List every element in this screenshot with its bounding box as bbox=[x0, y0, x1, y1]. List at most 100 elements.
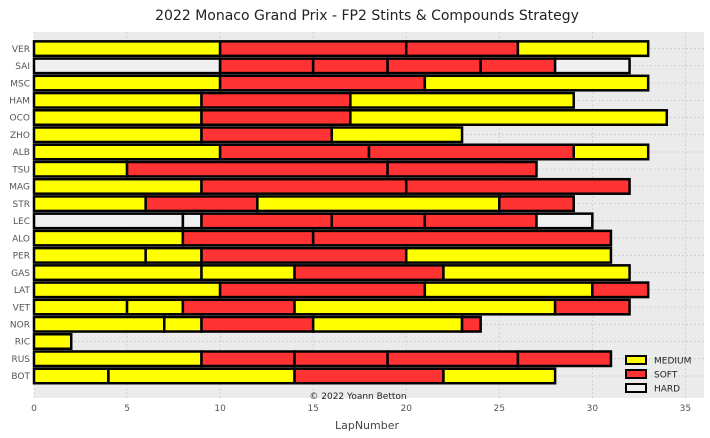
stint-bar bbox=[125, 160, 389, 178]
stint-bar bbox=[535, 212, 594, 230]
stint-bar bbox=[32, 40, 222, 58]
driver-row-lec bbox=[32, 212, 594, 230]
stint-bar bbox=[181, 229, 315, 247]
stint-bar bbox=[479, 57, 557, 75]
y-tick-label: NOR bbox=[10, 320, 30, 330]
y-tick-label: BOT bbox=[11, 372, 30, 382]
stint-bar bbox=[32, 91, 203, 109]
legend-item-medium: MEDIUM bbox=[625, 355, 691, 367]
stint-bar bbox=[386, 160, 538, 178]
plot-area: VER SAI MSC HAM OCO ZHO ALB TSU MAG STR LEC ALO PER G… bbox=[9, 32, 704, 414]
driver-row-ric bbox=[32, 333, 73, 351]
y-tick-label: LEC bbox=[13, 217, 30, 227]
legend: MEDIUM SOFT HARD bbox=[625, 355, 691, 395]
stint-bar bbox=[32, 195, 147, 213]
driver-row-alo bbox=[32, 229, 613, 247]
stint-bar bbox=[218, 281, 427, 299]
stint-bar bbox=[572, 143, 650, 161]
stint-bar bbox=[144, 195, 259, 213]
stint-bar bbox=[32, 264, 203, 282]
y-tick-label: MSC bbox=[10, 79, 30, 89]
driver-row-nor bbox=[32, 315, 482, 333]
stint-bar bbox=[125, 298, 185, 316]
driver-row-oco bbox=[32, 109, 669, 127]
stint-bar bbox=[32, 350, 203, 368]
stint-bar bbox=[200, 91, 352, 109]
y-tick-label: ALB bbox=[13, 148, 30, 158]
stint-bar bbox=[293, 298, 557, 316]
driver-row-mag bbox=[32, 177, 631, 195]
stint-bar bbox=[181, 212, 203, 230]
x-tick-label: 15 bbox=[307, 404, 318, 414]
x-tick-label: 10 bbox=[214, 404, 226, 414]
x-tick-label: 5 bbox=[124, 404, 130, 414]
stint-bar bbox=[498, 195, 575, 213]
stint-bar bbox=[311, 229, 613, 247]
driver-row-alb bbox=[32, 143, 650, 161]
stint-bar bbox=[553, 57, 631, 75]
y-tick-label: ALO bbox=[12, 234, 30, 244]
stint-bar bbox=[32, 177, 203, 195]
stint-bar bbox=[404, 40, 520, 58]
y-tick-label: STR bbox=[13, 200, 30, 210]
chart-title: 2022 Monaco Grand Prix - FP2 Stints & Co… bbox=[155, 8, 579, 24]
stint-bar bbox=[311, 315, 464, 333]
y-tick-label: ZHO bbox=[10, 131, 30, 141]
stint-bar bbox=[442, 367, 557, 385]
stint-bar bbox=[32, 126, 203, 144]
stint-bar bbox=[553, 298, 631, 316]
driver-row-ham bbox=[32, 91, 575, 109]
driver-row-str bbox=[32, 195, 575, 213]
stint-bar bbox=[200, 315, 315, 333]
stint-bar bbox=[200, 264, 296, 282]
driver-row-bot bbox=[32, 367, 557, 385]
credit-text: © 2022 Yoann Betton bbox=[309, 392, 406, 402]
stint-bar bbox=[200, 126, 334, 144]
stint-bar bbox=[516, 350, 613, 368]
stint-bar bbox=[200, 109, 352, 127]
stint-bar bbox=[181, 298, 296, 316]
driver-row-sai bbox=[32, 57, 631, 75]
stint-bar bbox=[293, 367, 445, 385]
y-tick-label: PER bbox=[13, 252, 30, 262]
driver-row-zho bbox=[32, 126, 464, 144]
stint-bar bbox=[311, 57, 389, 75]
x-axis-label: LapNumber bbox=[335, 419, 400, 432]
stint-bar bbox=[423, 281, 594, 299]
stint-bar bbox=[330, 126, 464, 144]
y-tick-label: GAS bbox=[11, 269, 30, 279]
stint-bar bbox=[218, 40, 408, 58]
legend-swatch bbox=[625, 355, 647, 365]
driver-row-tsu bbox=[32, 160, 538, 178]
stint-bar bbox=[163, 315, 203, 333]
y-tick-label: SAI bbox=[15, 62, 30, 72]
legend-swatch bbox=[625, 383, 647, 393]
stint-bar bbox=[32, 229, 185, 247]
stint-bar bbox=[32, 74, 222, 92]
driver-row-vet bbox=[32, 298, 631, 316]
driver-row-per bbox=[32, 246, 613, 264]
y-tick-label: OCO bbox=[10, 114, 30, 124]
stint-bar bbox=[386, 57, 482, 75]
stint-bar bbox=[218, 74, 427, 92]
stint-bar bbox=[107, 367, 296, 385]
stint-bar bbox=[32, 281, 222, 299]
stint-bar bbox=[32, 143, 222, 161]
stint-bar bbox=[32, 333, 73, 351]
y-tick-label: VET bbox=[13, 303, 31, 313]
driver-row-gas bbox=[32, 264, 631, 282]
legend-label: HARD bbox=[654, 385, 680, 395]
stint-bar bbox=[293, 264, 445, 282]
stint-bar bbox=[32, 246, 147, 264]
stint-bar bbox=[218, 57, 315, 75]
stint-bar bbox=[256, 195, 501, 213]
x-tick-label: 25 bbox=[494, 404, 505, 414]
y-tick-label: TSU bbox=[11, 165, 30, 175]
stint-bar bbox=[442, 264, 631, 282]
y-tick-label: VER bbox=[12, 45, 30, 55]
stint-bar bbox=[591, 281, 650, 299]
legend-label: SOFT bbox=[654, 371, 678, 381]
driver-row-ver bbox=[32, 40, 650, 58]
y-tick-label: HAM bbox=[9, 96, 30, 106]
